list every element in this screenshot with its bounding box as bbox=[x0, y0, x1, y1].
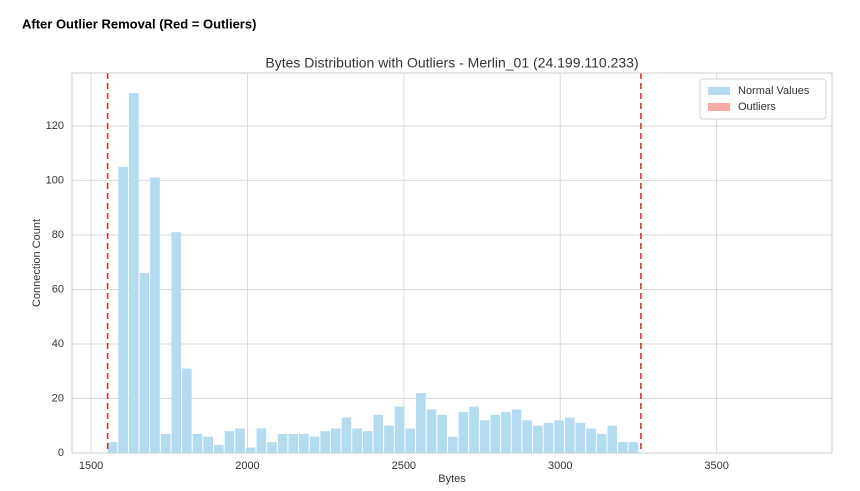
bar bbox=[522, 420, 533, 453]
plot-area bbox=[72, 73, 832, 453]
bar bbox=[245, 447, 256, 453]
y-tick-label: 60 bbox=[52, 283, 64, 295]
bar bbox=[288, 433, 299, 453]
bar bbox=[469, 406, 479, 453]
legend-label: Normal Values bbox=[738, 85, 810, 97]
bar bbox=[586, 428, 596, 453]
bar bbox=[575, 423, 586, 453]
bar bbox=[299, 433, 309, 453]
bar bbox=[394, 406, 405, 453]
x-tick-label: 2500 bbox=[392, 460, 416, 472]
bar bbox=[405, 428, 416, 453]
legend-box bbox=[699, 78, 827, 120]
bar bbox=[352, 428, 362, 453]
bar bbox=[564, 417, 575, 453]
bar bbox=[458, 412, 469, 453]
y-tick-label: 100 bbox=[46, 174, 64, 186]
bar bbox=[277, 433, 288, 453]
bar bbox=[426, 409, 437, 453]
bar bbox=[341, 417, 352, 453]
x-axis-label: Bytes bbox=[438, 473, 466, 485]
bar bbox=[607, 425, 618, 453]
plot-frame bbox=[71, 72, 833, 454]
bar bbox=[320, 431, 330, 453]
bar bbox=[490, 414, 501, 453]
bar bbox=[309, 436, 320, 453]
bar bbox=[533, 425, 543, 453]
y-tick-label: 0 bbox=[58, 447, 64, 459]
bar bbox=[437, 414, 447, 453]
bar bbox=[447, 436, 458, 453]
bar bbox=[235, 428, 245, 453]
bar bbox=[362, 431, 373, 453]
y-axis-label: Connection Count bbox=[31, 219, 43, 307]
bar bbox=[501, 412, 511, 453]
x-tick-label: 3000 bbox=[548, 460, 572, 472]
bar bbox=[213, 444, 224, 453]
y-tick-label: 20 bbox=[52, 392, 64, 404]
bar bbox=[330, 428, 341, 453]
bar bbox=[384, 425, 394, 453]
bar bbox=[618, 442, 628, 453]
bar bbox=[628, 442, 639, 453]
legend-swatch bbox=[708, 103, 730, 111]
bar bbox=[373, 414, 384, 453]
bar bbox=[150, 177, 160, 453]
y-tick-label: 80 bbox=[52, 229, 64, 241]
bar bbox=[596, 433, 607, 453]
bar bbox=[139, 273, 150, 453]
x-tick-label: 2000 bbox=[235, 460, 259, 472]
bar bbox=[107, 442, 118, 453]
x-tick-label: 1500 bbox=[79, 460, 103, 472]
bar bbox=[182, 368, 192, 453]
chart-title: Bytes Distribution with Outliers - Merli… bbox=[265, 55, 638, 71]
bar bbox=[511, 409, 522, 453]
bar bbox=[479, 420, 490, 453]
y-tick-label: 120 bbox=[46, 120, 64, 132]
bar bbox=[160, 433, 171, 453]
header-title: After Outlier Removal (Red = Outliers) bbox=[22, 16, 256, 31]
legend-swatch bbox=[708, 87, 730, 95]
bar bbox=[128, 93, 139, 453]
bar bbox=[224, 431, 235, 453]
bar bbox=[171, 232, 182, 453]
bar bbox=[203, 436, 213, 453]
bar bbox=[416, 393, 426, 453]
bar bbox=[256, 428, 267, 453]
y-tick-label: 40 bbox=[52, 338, 64, 350]
bar bbox=[554, 420, 564, 453]
x-tick-label: 3500 bbox=[704, 460, 728, 472]
bar bbox=[543, 423, 554, 453]
legend-label: Outliers bbox=[738, 101, 776, 113]
bar bbox=[118, 166, 128, 453]
bar bbox=[192, 433, 203, 453]
bar bbox=[267, 442, 277, 453]
